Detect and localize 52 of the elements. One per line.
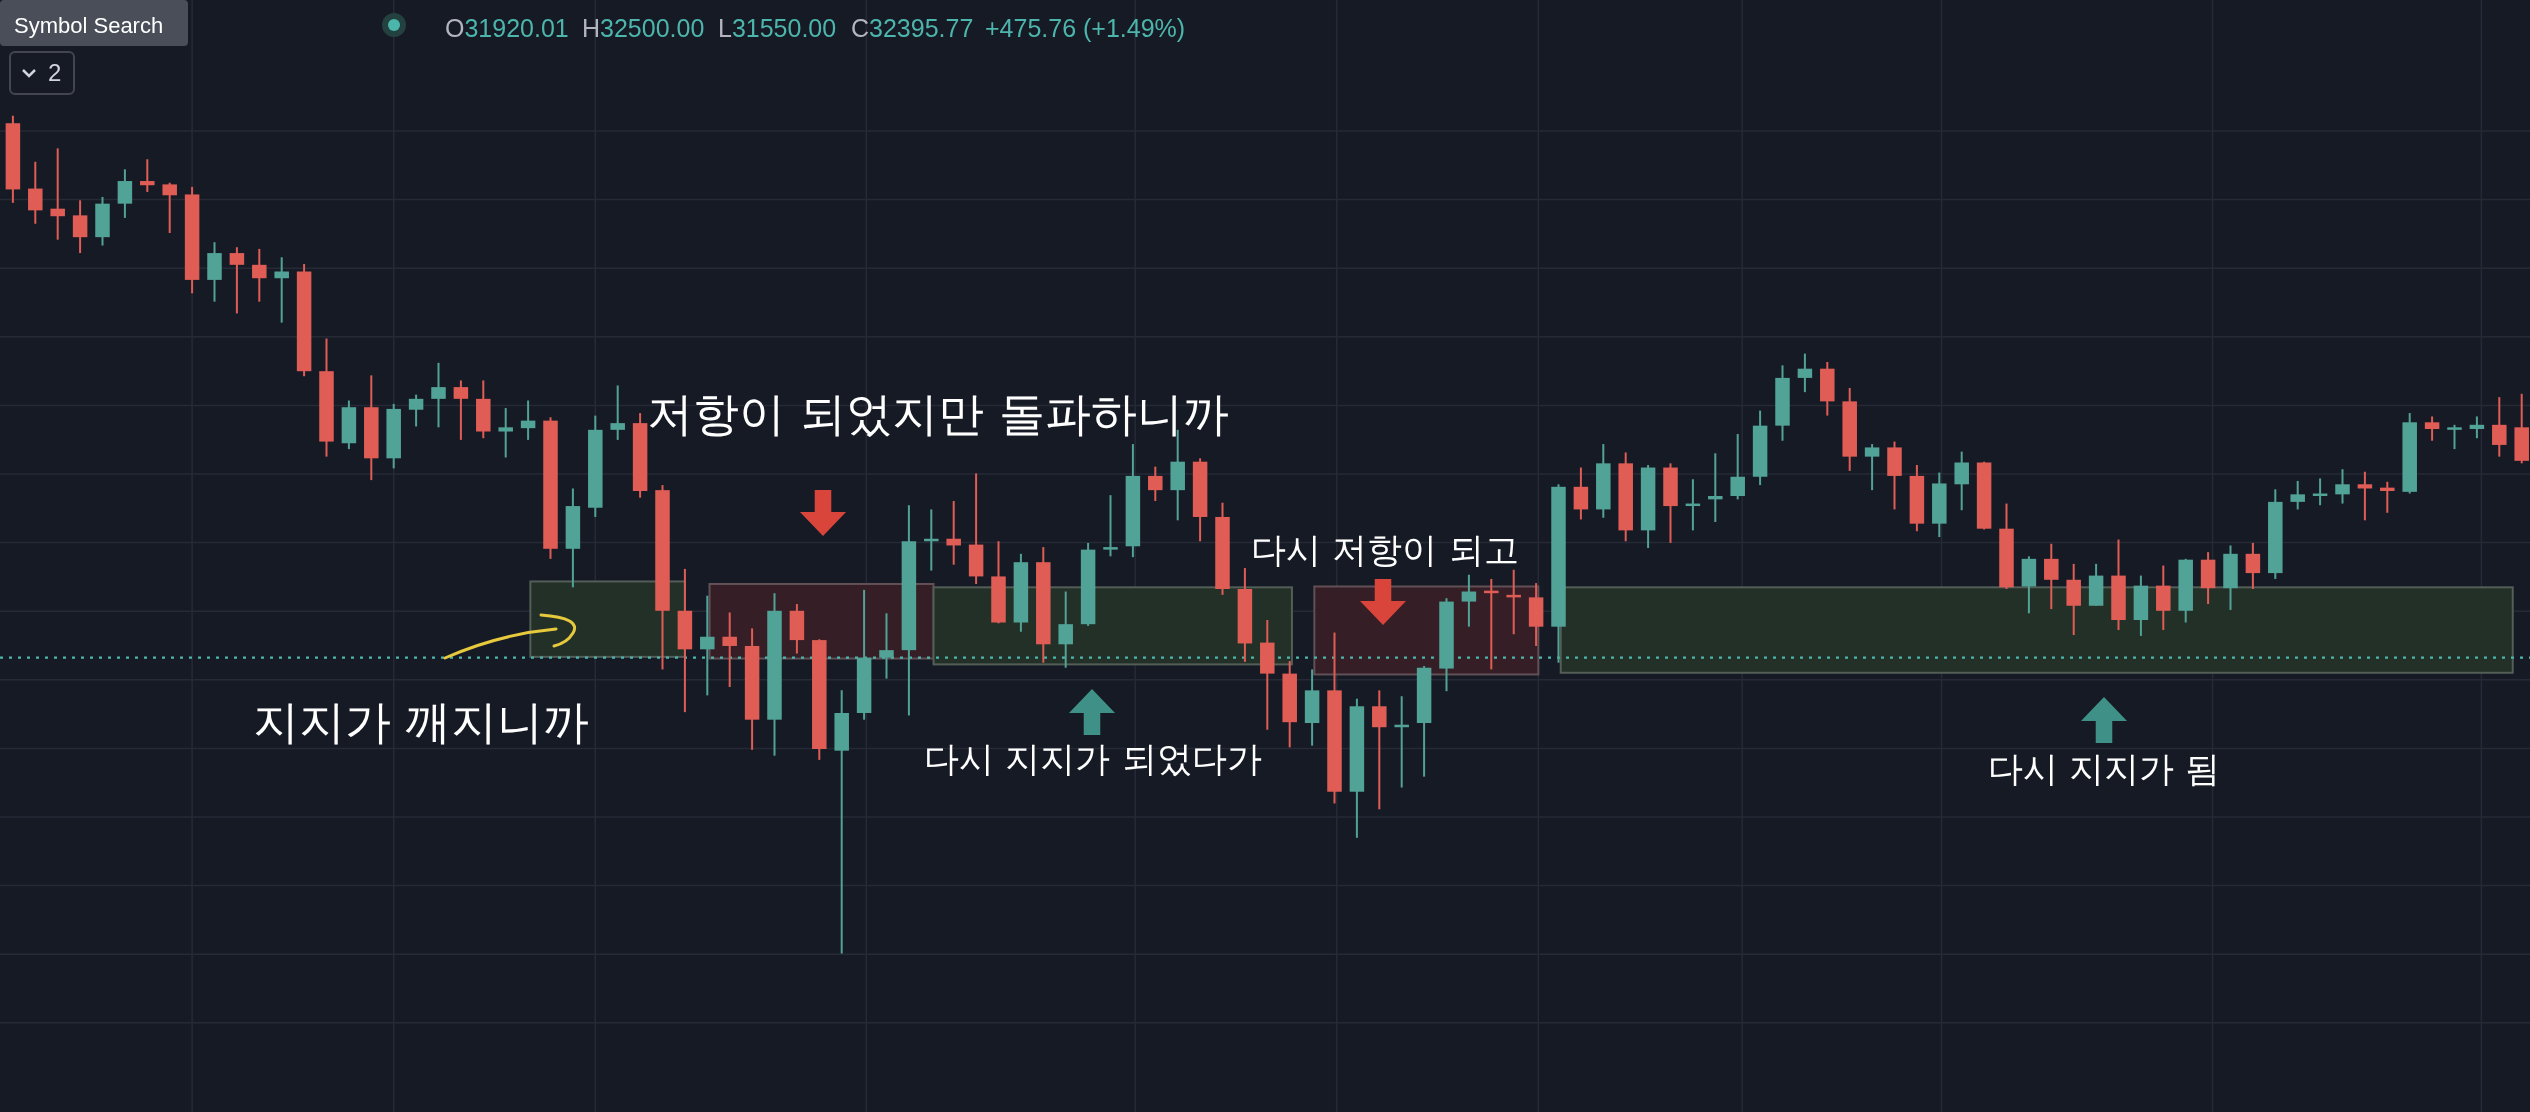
candlestick <box>2447 423 2462 451</box>
candlestick <box>1708 452 1723 523</box>
candlestick <box>1148 465 1163 503</box>
candlestick <box>700 594 715 697</box>
candlestick <box>946 500 961 566</box>
text: O31920.01 <box>445 14 569 42</box>
candlestick <box>1103 494 1118 558</box>
candlestick <box>879 612 894 680</box>
candlestick <box>610 384 625 441</box>
text: C32395.77 <box>851 14 974 42</box>
candlestick <box>2469 415 2485 440</box>
candlestick <box>1954 450 1969 512</box>
candlestick <box>453 379 469 441</box>
text: Symbol Search <box>14 13 164 38</box>
candlestick <box>2357 470 2373 522</box>
candlestick <box>1573 466 1589 521</box>
candlestick <box>2492 396 2507 458</box>
candlestick <box>274 256 289 324</box>
annotation: 다시 지지가 되었다가 <box>924 739 1262 779</box>
candlestick <box>2290 479 2305 511</box>
candlestick <box>50 147 65 241</box>
candlestick <box>1797 352 1813 394</box>
candlestick <box>1730 433 1745 501</box>
candlestick <box>2335 468 2350 505</box>
candlestick <box>140 158 155 193</box>
candlestick <box>2380 480 2395 514</box>
candlestick <box>1864 443 1880 492</box>
candlestick <box>229 246 245 315</box>
annotation: 다시 저항이 되고 <box>1251 530 1519 570</box>
candlestick <box>1372 689 1387 811</box>
candlestick <box>431 361 446 429</box>
candlestick <box>117 168 133 219</box>
candlestick <box>72 199 88 255</box>
candlestick <box>520 399 536 441</box>
text: 2 <box>48 59 62 86</box>
annotation: 지지가 깨지니까 <box>252 695 590 749</box>
text: +475.76 (+1.49%) <box>985 14 1186 42</box>
annotation: 다시 지지가 됨 <box>1987 749 2221 789</box>
candlestick <box>1058 590 1073 669</box>
text: L31550.00 <box>718 14 837 42</box>
candlestick <box>1461 573 1477 628</box>
candlestick <box>28 160 43 225</box>
candlestick <box>408 393 424 428</box>
candlestick <box>162 181 177 234</box>
annotation: 저항이 되었지만 돌파하니까 <box>647 387 1229 441</box>
candlestick <box>2044 542 2059 611</box>
candlestick <box>722 611 737 689</box>
candlestick <box>2424 415 2440 442</box>
candlestick <box>498 407 513 459</box>
text: H32500.00 <box>582 14 705 42</box>
candlestick <box>252 247 267 303</box>
candlestick <box>2245 541 2261 590</box>
